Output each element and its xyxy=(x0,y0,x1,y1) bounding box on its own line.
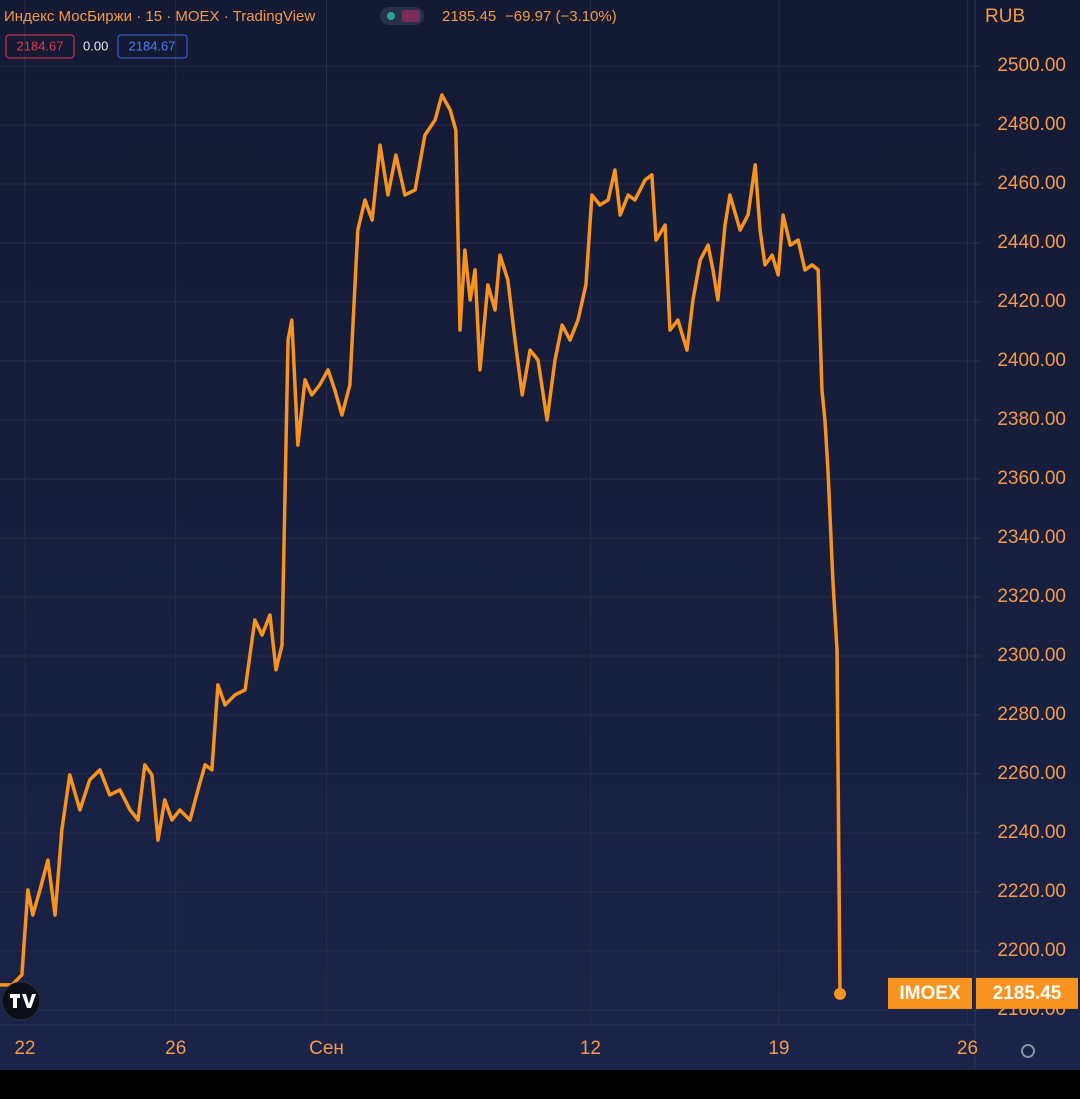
currency[interactable]: RUB xyxy=(985,6,1025,27)
bottom-band xyxy=(0,1070,1080,1099)
x-tick-label: Сен xyxy=(309,1038,344,1059)
series-name-box xyxy=(888,977,972,1009)
tv-logo-mark xyxy=(10,994,36,1008)
y-tick-label: 2340.00 xyxy=(997,527,1066,548)
series-name: IMOEX xyxy=(899,983,961,1004)
settings-icon[interactable] xyxy=(1021,1044,1035,1058)
last-price-label: 2185.45 xyxy=(993,983,1062,1004)
legend-value: 2184.67 xyxy=(17,38,64,53)
x-tick-label: 22 xyxy=(14,1038,35,1059)
y-tick-label: 2300.00 xyxy=(997,645,1066,666)
toggle-icon xyxy=(402,10,420,22)
y-tick-label: 2280.00 xyxy=(997,704,1066,725)
legend-value: 0.00 xyxy=(83,38,108,53)
y-tick-label: 2260.00 xyxy=(997,763,1066,784)
legend-box xyxy=(117,34,188,59)
y-tick-label: 2460.00 xyxy=(997,173,1066,194)
y-tick-label: 2400.00 xyxy=(997,350,1066,371)
legend-box xyxy=(5,34,75,59)
last-price-box xyxy=(976,977,1078,1009)
header-price: 2185.45 xyxy=(442,8,496,25)
y-tick-label: 2440.00 xyxy=(997,232,1066,253)
x-tick-label: 26 xyxy=(165,1038,186,1059)
chart-title: Индекс МосБиржи · 15 · MOEX · TradingVie… xyxy=(4,8,315,25)
y-tick-label: 2500.00 xyxy=(997,55,1066,76)
background xyxy=(0,0,1080,1070)
x-tick-label: 12 xyxy=(580,1038,601,1059)
x-tick-label: 19 xyxy=(768,1038,789,1059)
toggle-dot xyxy=(387,12,395,20)
y-tick-label: 2240.00 xyxy=(997,822,1066,843)
price-line xyxy=(0,93,842,994)
last-point xyxy=(834,987,847,1000)
y-tick-label: 2480.00 xyxy=(997,114,1066,135)
header-change: −69.97 (−3.10%) xyxy=(505,8,617,25)
tv-logo[interactable] xyxy=(1,981,41,1021)
legend-value: 2184.67 xyxy=(129,38,176,53)
y-tick-label: 2360.00 xyxy=(997,468,1066,489)
y-tick-label: 2220.00 xyxy=(997,881,1066,902)
y-tick-label: 2380.00 xyxy=(997,409,1066,430)
x-tick-label: 26 xyxy=(957,1038,978,1059)
y-tick-label: 2200.00 xyxy=(997,940,1066,961)
y-tick-label: 2320.00 xyxy=(997,586,1066,607)
y-tick-label: 2420.00 xyxy=(997,291,1066,312)
